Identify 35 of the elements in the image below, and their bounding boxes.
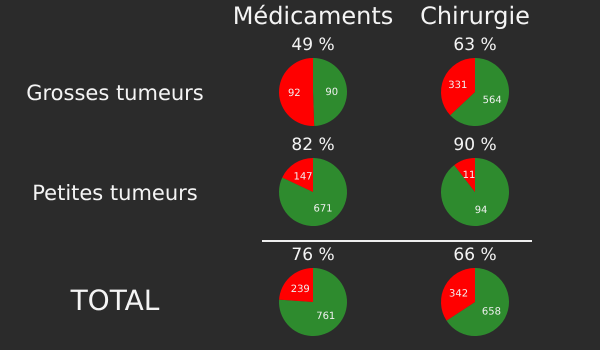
text: Médicaments bbox=[232, 2, 394, 30]
chart-title: 82 % bbox=[291, 135, 335, 155]
text: Chirurgie bbox=[420, 2, 530, 30]
text: Petites tumeurs bbox=[32, 181, 198, 205]
text: TOTAL bbox=[70, 284, 160, 317]
pie-slice bbox=[441, 158, 509, 226]
data-label: 671 bbox=[313, 203, 333, 214]
pie-slice bbox=[446, 268, 509, 336]
data-label: 239 bbox=[290, 284, 310, 295]
chart-title: 90 % bbox=[453, 135, 497, 155]
pie-slice bbox=[441, 58, 475, 116]
data-label: 90 bbox=[325, 87, 338, 98]
data-label: 342 bbox=[449, 288, 468, 300]
pie-slice bbox=[279, 158, 347, 226]
chart-title: 76 % bbox=[291, 245, 335, 265]
chart-title: 66 % bbox=[453, 245, 497, 265]
pie-slice bbox=[454, 158, 475, 192]
data-label: 331 bbox=[448, 80, 468, 92]
pie-slice bbox=[450, 58, 509, 126]
data-label: 761 bbox=[316, 311, 336, 322]
pie-slice bbox=[313, 58, 348, 126]
pie-slice bbox=[279, 268, 313, 302]
text: Grosses tumeurs bbox=[26, 81, 204, 105]
data-label: 94 bbox=[474, 205, 488, 216]
data-label: 564 bbox=[482, 94, 502, 106]
data-label: 92 bbox=[288, 88, 301, 99]
data-label: 658 bbox=[482, 306, 501, 318]
pie-slice bbox=[282, 158, 313, 192]
chart-title: 63 % bbox=[453, 35, 497, 55]
pie-slice bbox=[279, 268, 347, 336]
data-label: 11 bbox=[462, 170, 476, 181]
pie-slice bbox=[441, 268, 475, 321]
pie-slice bbox=[279, 58, 314, 126]
data-label: 147 bbox=[293, 172, 313, 183]
chart-title: 49 % bbox=[291, 35, 335, 55]
